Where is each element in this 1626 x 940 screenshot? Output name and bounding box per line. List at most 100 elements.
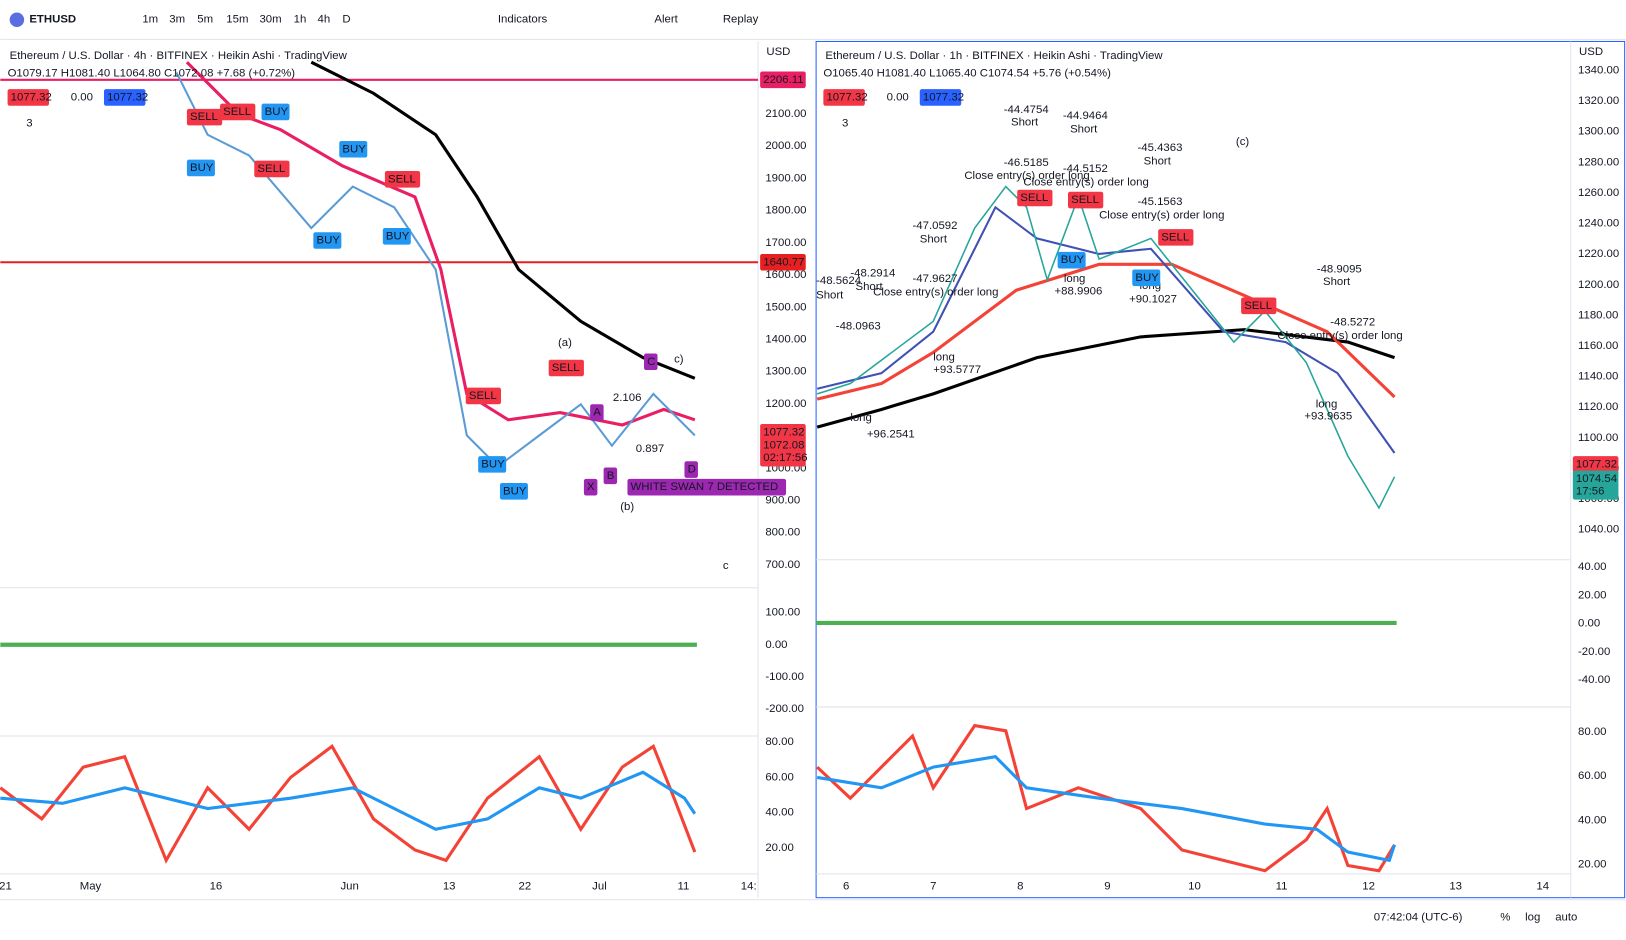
- annotation-label: D: [688, 464, 696, 476]
- x-tick-label: 21: [0, 880, 12, 892]
- pane-title: Ethereum / U.S. Dollar · 4h · BITFINEX ·…: [10, 50, 348, 62]
- label-bg: [644, 353, 658, 371]
- annotation: -48.2914: [850, 268, 895, 280]
- annotation: long: [1064, 273, 1086, 285]
- x-tick-label: 8: [1017, 880, 1023, 892]
- y-tick-label: 1600.00: [765, 269, 806, 281]
- price-tag-bg: [760, 71, 806, 89]
- annotation: -44.5152: [1063, 163, 1108, 175]
- moving-average: [310, 60, 696, 380]
- indicator-count[interactable]: 3: [842, 117, 848, 129]
- interval[interactable]: 30m: [259, 14, 281, 26]
- y-tick-label: 1260.00: [1578, 187, 1619, 199]
- price-line: [816, 185, 1396, 510]
- pane-separators: [0, 559, 1571, 875]
- x-tick-label: 22: [518, 880, 531, 892]
- auto-toggle[interactable]: auto: [1555, 911, 1577, 923]
- y-tick-label: 800.00: [765, 527, 800, 539]
- y-tick-label: 1800.00: [765, 205, 806, 217]
- price-tag: 1072.08: [763, 440, 804, 452]
- x-tick-label: Jul: [592, 880, 607, 892]
- label-bg: [1132, 269, 1161, 287]
- y-tick-label: 1200.00: [765, 398, 806, 410]
- clock: 07:42:04 (UTC-6): [1374, 911, 1463, 923]
- bid-bg: [823, 89, 865, 106]
- ask: 1077.32: [107, 91, 148, 103]
- annotation-label: BUY: [1135, 272, 1159, 284]
- x-tick-label: 12: [1362, 880, 1375, 892]
- indicators-button[interactable]: Indicators: [498, 14, 548, 26]
- label-bg: [684, 461, 698, 478]
- rsi-tick-label: 40.00: [1578, 814, 1607, 826]
- annotation: -48.9095: [1317, 264, 1362, 276]
- annotation: Short: [1144, 156, 1172, 168]
- annotation: -45.4363: [1137, 142, 1182, 154]
- indicator-count[interactable]: 3: [26, 117, 32, 129]
- label-bg: [603, 467, 618, 485]
- interval[interactable]: 4h: [318, 14, 331, 26]
- x-tick-label: 11: [1276, 880, 1288, 892]
- label-bg: [1057, 251, 1086, 269]
- annotation: Close entry(s) order long: [1099, 210, 1224, 222]
- annotation-label: BUY: [1061, 254, 1085, 266]
- replay-button[interactable]: Replay: [723, 14, 759, 26]
- interval[interactable]: 5m: [197, 14, 213, 26]
- y-tick-label: 1700.00: [765, 237, 806, 249]
- alert-button[interactable]: Alert: [654, 14, 678, 26]
- interval[interactable]: 1m: [142, 14, 158, 26]
- rsi-tick-label: 20.00: [1578, 859, 1607, 871]
- label-bg: [465, 387, 501, 405]
- x-tick-label: 7: [930, 880, 936, 892]
- symbol[interactable]: ETHUSD: [29, 14, 76, 26]
- annotation: +93.9635: [1304, 411, 1352, 423]
- price-tag: 1074.54: [1576, 473, 1617, 485]
- rsi-line: [0, 770, 697, 831]
- bid-bg: [7, 89, 50, 106]
- interval[interactable]: 15m: [226, 14, 248, 26]
- y-tick-label: 700.00: [765, 559, 800, 571]
- annotation: +90.1027: [1129, 294, 1177, 306]
- y-tick-label: 1180.00: [1578, 309, 1618, 321]
- percent-toggle[interactable]: %: [1500, 911, 1510, 923]
- ohlc: O1065.40 H1081.40 L1065.40 C1074.54 +5.7…: [823, 68, 1111, 80]
- y-tick-label: 1500.00: [765, 301, 806, 313]
- ask: 1077.32: [923, 91, 964, 103]
- x-tick-label: 13: [443, 880, 456, 892]
- annotation: c): [674, 354, 684, 366]
- label-bg: [1017, 189, 1053, 207]
- y-tick-label: 1280.00: [1578, 156, 1619, 168]
- label-bg: [1241, 297, 1277, 315]
- price-tag-bg: [1572, 483, 1619, 500]
- y-tick-label: 1320.00: [1578, 95, 1619, 107]
- annotation-label: SELL: [388, 173, 416, 185]
- price-tag: 17:56: [1576, 485, 1605, 497]
- y-tick-label: 1120.00: [1578, 401, 1618, 413]
- interval[interactable]: 1h: [294, 14, 307, 26]
- x-tick-label: 16: [210, 880, 223, 892]
- rsi-tick-label: 60.00: [1578, 770, 1607, 782]
- annotation: -44.4754: [1004, 104, 1049, 116]
- y-tick-label: 2100.00: [765, 108, 806, 120]
- bid: 1077.32: [826, 91, 867, 103]
- label-bg: [254, 160, 290, 178]
- interval[interactable]: D: [342, 14, 350, 26]
- annotation-label: SELL: [1071, 194, 1099, 206]
- label-bg: [499, 483, 528, 500]
- label-bg: [1158, 229, 1194, 246]
- annotation: Close entry(s) order long: [1023, 176, 1148, 188]
- y-tick-label: 1220.00: [1578, 248, 1619, 260]
- active-pane-border: [815, 40, 1626, 899]
- log-toggle[interactable]: log: [1525, 911, 1540, 923]
- y-tick-label: 1100.00: [1578, 432, 1618, 444]
- annotation: Short: [1070, 124, 1098, 136]
- annotation: -44.9464: [1063, 110, 1108, 122]
- x-tick-label: 9: [1104, 880, 1110, 892]
- osc-tick-label: 0.00: [1578, 618, 1600, 630]
- annotation: Close entry(s) order long: [873, 286, 998, 298]
- label-bg: [339, 140, 368, 158]
- interval[interactable]: 3m: [169, 14, 185, 26]
- annotation-label: C: [647, 356, 655, 368]
- zero-line: [0, 620, 1397, 647]
- rsi-line: [816, 755, 1396, 863]
- currency: USD: [766, 46, 790, 58]
